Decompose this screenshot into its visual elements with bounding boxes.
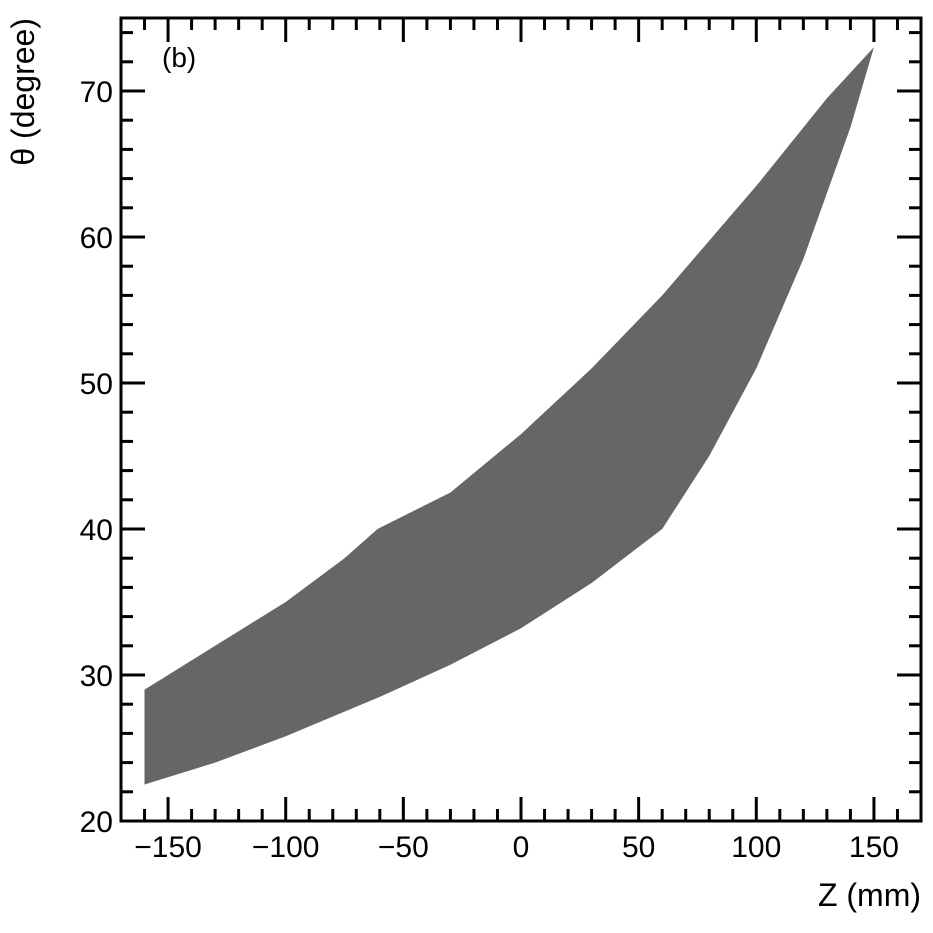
y-tick-label: 40: [80, 514, 113, 547]
acceptance-region: [144, 47, 874, 785]
region-layer: [144, 47, 874, 785]
x-tick-label: −150: [134, 831, 202, 864]
y-tick-label: 20: [80, 806, 113, 839]
panel-label: (b): [162, 42, 196, 73]
x-tick-label: 150: [849, 831, 899, 864]
y-tick-label: 70: [80, 76, 113, 109]
y-tick-label: 30: [80, 660, 113, 693]
y-tick-label: 60: [80, 222, 113, 255]
x-tick-label: 100: [731, 831, 781, 864]
y-axis-label: θ (degree): [5, 18, 41, 166]
x-tick-label: −50: [378, 831, 429, 864]
x-tick-label: 50: [622, 831, 655, 864]
x-tick-label: 0: [513, 831, 530, 864]
x-axis-label: Z (mm): [818, 877, 921, 913]
x-tick-label: −100: [252, 831, 320, 864]
plot-frame: [119, 16, 923, 823]
tick-layer: −150 −100 −50 0 50 100 150 20 30 40 50 60 70: [80, 18, 923, 864]
y-tick-label: 50: [80, 368, 113, 401]
